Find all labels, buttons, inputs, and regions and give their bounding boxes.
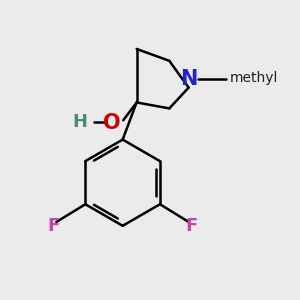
Text: F: F [47, 217, 59, 235]
Text: N: N [180, 69, 197, 89]
Text: O: O [103, 113, 120, 133]
Text: H: H [73, 113, 88, 131]
Text: methyl: methyl [230, 71, 279, 85]
Text: F: F [185, 217, 198, 235]
